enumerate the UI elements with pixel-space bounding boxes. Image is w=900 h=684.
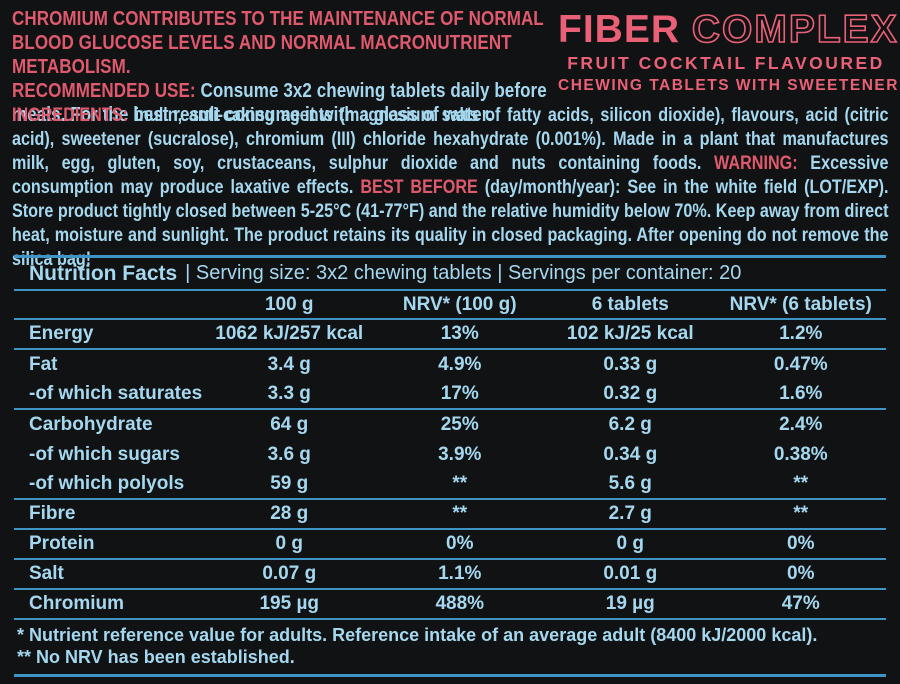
- warning-label: WARNING:: [714, 153, 811, 174]
- chromium-claim: CHROMIUM CONTRIBUTES TO THE MAINTENANCE …: [12, 8, 544, 78]
- table-row-fibre: Fibre 28 g ** 2.7 g **: [14, 500, 886, 530]
- serving-info: | Serving size: 3x2 chewing tablets | Se…: [185, 262, 742, 284]
- value-nrv-6tablets: 1.6%: [779, 383, 823, 404]
- value-6tablets: 2.7 g: [608, 503, 652, 524]
- table-column-headers: 100 g NRV* (100 g) 6 tablets NRV* (6 tab…: [14, 291, 886, 320]
- value-100g: 195 µg: [259, 593, 320, 614]
- footnote-no-nrv: ** No NRV has been established.: [17, 646, 295, 667]
- value-nrv-100g: 4.9%: [438, 354, 482, 375]
- value-nrv-6tablets: 47%: [781, 593, 820, 614]
- recommended-use-text: Consume 3x2 chewing tablets daily before…: [12, 80, 547, 126]
- table-row-sugars: -of which sugars 3.6 g 3.9% 0.34 g 0.38%: [14, 440, 886, 470]
- column-header-nrv-6tablets: NRV* (6 tablets): [729, 293, 872, 315]
- warning-text: Excessive consumption may produce laxati…: [12, 153, 889, 198]
- value-nrv-100g: 17%: [440, 383, 479, 404]
- value-nrv-100g: 488%: [435, 593, 485, 614]
- row-label: Salt: [29, 563, 64, 584]
- value-6tablets: 102 kJ/25 kcal: [566, 323, 694, 344]
- best-before-label: BEST BEFORE: [360, 177, 485, 198]
- value-100g: 1062 kJ/257 kcal: [215, 323, 364, 344]
- row-label: Carbohydrate: [29, 414, 153, 435]
- column-header-nrv-100g: NRV* (100 g): [402, 293, 517, 315]
- value-100g: 0.07 g: [262, 563, 317, 584]
- value-6tablets: 5.6 g: [608, 473, 652, 494]
- value-100g: 0 g: [275, 533, 303, 554]
- row-label: -of which saturates: [29, 383, 203, 404]
- row-label: Protein: [29, 533, 95, 554]
- value-100g: 3.6 g: [267, 444, 311, 465]
- table-row-carbohydrate: Carbohydrate 64 g 25% 6.2 g 2.4%: [14, 410, 886, 440]
- value-100g: 3.3 g: [267, 383, 311, 404]
- value-nrv-100g: 0%: [446, 533, 474, 554]
- table-row-polyols: -of which polyols 59 g ** 5.6 g **: [14, 470, 886, 500]
- ingredients-label: INGREDIENTS:: [12, 105, 135, 126]
- value-nrv-6tablets: **: [793, 503, 809, 524]
- value-nrv-6tablets: 1.2%: [779, 323, 823, 344]
- table-row-energy: Energy 1062 kJ/257 kcal 13% 102 kJ/25 kc…: [14, 320, 886, 350]
- value-6tablets: 0.01 g: [603, 563, 658, 584]
- column-header-100g: 100 g: [264, 293, 314, 315]
- value-6tablets: 0 g: [616, 533, 644, 554]
- brand-complex: COMPLEX: [691, 7, 899, 52]
- value-nrv-100g: 3.9%: [438, 444, 482, 465]
- nutrition-facts-header: Nutrition Facts | Serving size: 3x2 chew…: [14, 258, 886, 291]
- health-claim-block: CHROMIUM CONTRIBUTES TO THE MAINTENANCE …: [12, 7, 575, 127]
- row-label: Energy: [29, 323, 94, 344]
- health-claim-text: CHROMIUM CONTRIBUTES TO THE MAINTENANCE …: [12, 7, 575, 79]
- value-6tablets: 0.33 g: [603, 354, 658, 375]
- brand-name: FIBER COMPLEX: [558, 7, 898, 52]
- column-header-6tablets: 6 tablets: [591, 293, 669, 315]
- value-nrv-6tablets: 2.4%: [779, 414, 823, 435]
- recommended-use-label: RECOMMENDED USE:: [12, 80, 201, 102]
- ingredients-text: inulin, anti-caking agents (magnesium sa…: [12, 105, 889, 174]
- row-label: Fibre: [29, 503, 76, 524]
- product-form-line: CHEWING TABLETS WITH SWEETENER: [558, 77, 899, 94]
- row-label: -of which polyols: [29, 473, 185, 494]
- value-6tablets: 19 µg: [605, 593, 655, 614]
- row-label: Fat: [29, 354, 58, 375]
- value-100g: 64 g: [270, 414, 309, 435]
- footnotes: * Nutrient reference value for adults. R…: [14, 620, 886, 677]
- value-nrv-100g: 1.1%: [438, 563, 482, 584]
- brand-fiber: FIBER: [558, 8, 680, 51]
- value-6tablets: 6.2 g: [608, 414, 652, 435]
- details-paragraph: INGREDIENTS: inulin, anti-caking agents …: [12, 104, 889, 272]
- value-nrv-100g: 25%: [440, 414, 479, 435]
- row-label: -of which sugars: [29, 444, 180, 465]
- nutrition-facts-table: Nutrition Facts | Serving size: 3x2 chew…: [14, 255, 886, 677]
- value-nrv-6tablets: 0%: [787, 563, 815, 584]
- table-row-fat: Fat 3.4 g 4.9% 0.33 g 0.47%: [14, 350, 886, 380]
- table-row-salt: Salt 0.07 g 1.1% 0.01 g 0%: [14, 560, 886, 590]
- value-100g: 28 g: [270, 503, 309, 524]
- footnote-nrv: * Nutrient reference value for adults. R…: [17, 625, 818, 645]
- row-label: Chromium: [29, 593, 124, 614]
- value-6tablets: 0.34 g: [603, 444, 658, 465]
- flavour-line: FRUIT COCKTAIL FLAVOURED: [567, 53, 885, 73]
- best-before-text: (day/month/year): See in the white field…: [12, 177, 889, 270]
- value-nrv-100g: **: [452, 473, 468, 494]
- value-nrv-100g: **: [452, 503, 468, 524]
- value-nrv-6tablets: 0.38%: [773, 444, 828, 465]
- table-row-protein: Protein 0 g 0% 0 g 0%: [14, 530, 886, 560]
- value-nrv-100g: 13%: [440, 323, 479, 344]
- brand-logo: FIBER COMPLEX FRUIT COCKTAIL FLAVOURED C…: [558, 7, 899, 96]
- recommended-use: RECOMMENDED USE: Consume 3x2 chewing tab…: [12, 79, 575, 127]
- value-nrv-6tablets: **: [793, 473, 809, 494]
- value-100g: 59 g: [270, 473, 309, 494]
- nutrition-facts-title: Nutrition Facts: [29, 261, 178, 285]
- value-nrv-6tablets: 0.47%: [773, 354, 828, 375]
- table-row-saturates: -of which saturates 3.3 g 17% 0.32 g 1.6…: [14, 380, 886, 410]
- value-6tablets: 0.32 g: [603, 383, 658, 404]
- value-nrv-6tablets: 0%: [787, 533, 815, 554]
- value-100g: 3.4 g: [267, 354, 311, 375]
- table-row-chromium: Chromium 195 µg 488% 19 µg 47%: [14, 590, 886, 620]
